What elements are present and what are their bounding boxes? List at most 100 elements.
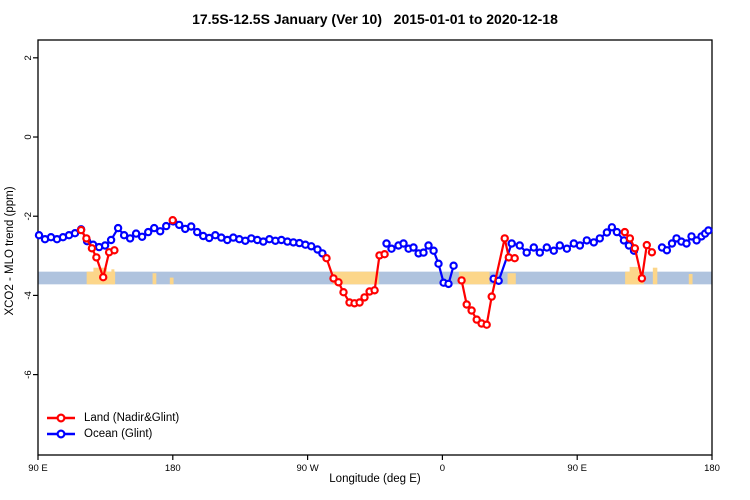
land-data-point xyxy=(647,248,657,257)
ocean-data-point xyxy=(192,227,202,237)
density-shade xyxy=(629,266,639,285)
land-data-point xyxy=(110,246,119,255)
ocean-data-point xyxy=(149,223,159,233)
ocean-data-point xyxy=(131,229,141,238)
ocean-data-point xyxy=(434,259,443,268)
ocean-data-point xyxy=(419,248,428,257)
ocean-data-point xyxy=(429,246,438,255)
land-data-point xyxy=(360,293,369,302)
ocean-data-point xyxy=(682,239,691,248)
y-tick-label: 0 xyxy=(23,134,34,139)
ocean-data-point xyxy=(70,228,80,238)
y-axis-label: XCO2 - MLO trend (ppm) xyxy=(4,186,16,316)
ocean-data-point xyxy=(549,246,559,255)
land-data-point xyxy=(642,240,652,250)
ocean-data-point xyxy=(382,239,391,248)
x-tick-label: 180 xyxy=(704,463,720,474)
land-data-point xyxy=(467,306,476,315)
ocean-series-marker-icon xyxy=(47,429,75,439)
y-tick-label: -2 xyxy=(23,212,34,220)
ocean-data-point xyxy=(704,226,713,235)
density-shade xyxy=(152,273,157,285)
ocean-data-point xyxy=(449,261,458,270)
ocean-data-point xyxy=(307,242,316,251)
land-data-point xyxy=(168,215,177,225)
land-data-point xyxy=(76,225,86,235)
ocean-data-point xyxy=(535,248,545,257)
land-data-point xyxy=(355,298,364,307)
land-data-point xyxy=(82,234,91,243)
ocean-data-point xyxy=(119,230,129,240)
land-data-point xyxy=(500,234,509,243)
ocean-data-point xyxy=(100,241,110,250)
land-series-marker-icon xyxy=(47,413,75,423)
ocean-data-point xyxy=(113,223,123,233)
ocean-data-point xyxy=(409,243,418,252)
x-tick-label: 0 xyxy=(440,463,445,474)
plot-border xyxy=(37,39,713,456)
x-tick-label: 90 E xyxy=(567,463,587,474)
y-tick-label: 2 xyxy=(23,55,34,60)
land-data-point xyxy=(457,276,466,285)
legend: Land (Nadir&Glint) Ocean (Glint) xyxy=(46,410,179,442)
ocean-data-point xyxy=(542,243,552,252)
density-shade xyxy=(111,269,115,285)
ocean-data-point xyxy=(562,244,572,253)
ocean-data-point xyxy=(602,228,612,237)
ocean-data-point xyxy=(612,227,622,237)
land-data-point xyxy=(339,288,348,297)
ocean-data-point xyxy=(667,239,677,248)
land-data-point xyxy=(370,286,379,295)
density-shade xyxy=(688,274,693,285)
ocean-data-point xyxy=(125,234,135,243)
ocean-data-point xyxy=(687,232,696,241)
land-data-point xyxy=(482,320,491,329)
land-data-point xyxy=(620,227,630,237)
ocean-data-point xyxy=(589,238,599,247)
legend-label-ocean: Ocean (Glint) xyxy=(84,428,153,440)
land-data-point xyxy=(380,249,389,259)
ocean-data-point xyxy=(34,230,44,240)
land-data-point xyxy=(630,244,640,253)
ocean-data-point xyxy=(595,234,605,243)
land-data-point xyxy=(462,300,471,309)
chart-title: 17.5S-12.5S January (Ver 10) 2015-01-01 … xyxy=(192,11,558,27)
land-data-point xyxy=(487,292,496,301)
land-data-point xyxy=(322,254,331,263)
ocean-data-point xyxy=(555,241,565,250)
density-shade xyxy=(169,277,174,285)
x-tick-label: 90 E xyxy=(28,463,48,474)
legend-label-land: Land (Nadir&Glint) xyxy=(84,412,180,424)
density-shade xyxy=(333,271,379,285)
x-tick-label: 90 W xyxy=(297,463,319,474)
ocean-data-point xyxy=(607,223,617,232)
ocean-data-point xyxy=(575,241,585,250)
density-shade xyxy=(507,273,516,285)
ocean-data-point xyxy=(515,241,524,250)
land-data-point xyxy=(510,254,519,263)
ocean-data-point xyxy=(137,232,147,241)
land-data-point xyxy=(87,244,97,253)
ocean-data-point xyxy=(106,235,116,245)
y-tick-label: -6 xyxy=(23,370,34,378)
x-axis-label: Longitude (deg E) xyxy=(329,473,421,485)
ocean-data-point xyxy=(424,241,433,250)
ocean-data-point xyxy=(174,220,184,230)
ocean-data-point xyxy=(444,279,453,289)
ocean-data-point xyxy=(143,227,153,237)
ocean-data-point xyxy=(161,221,171,231)
ocean-data-point xyxy=(529,243,539,252)
land-data-point xyxy=(637,274,647,283)
land-data-point xyxy=(625,234,635,243)
ocean-data-point xyxy=(522,248,531,257)
land-data-point xyxy=(92,253,101,262)
density-shade xyxy=(458,271,490,285)
ocean-data-point xyxy=(399,239,408,248)
ocean-data-point xyxy=(507,239,516,248)
land-data-point xyxy=(334,278,343,287)
ocean-data-point xyxy=(387,244,396,253)
density-shade xyxy=(652,267,658,285)
y-tick-label: -4 xyxy=(23,291,34,299)
